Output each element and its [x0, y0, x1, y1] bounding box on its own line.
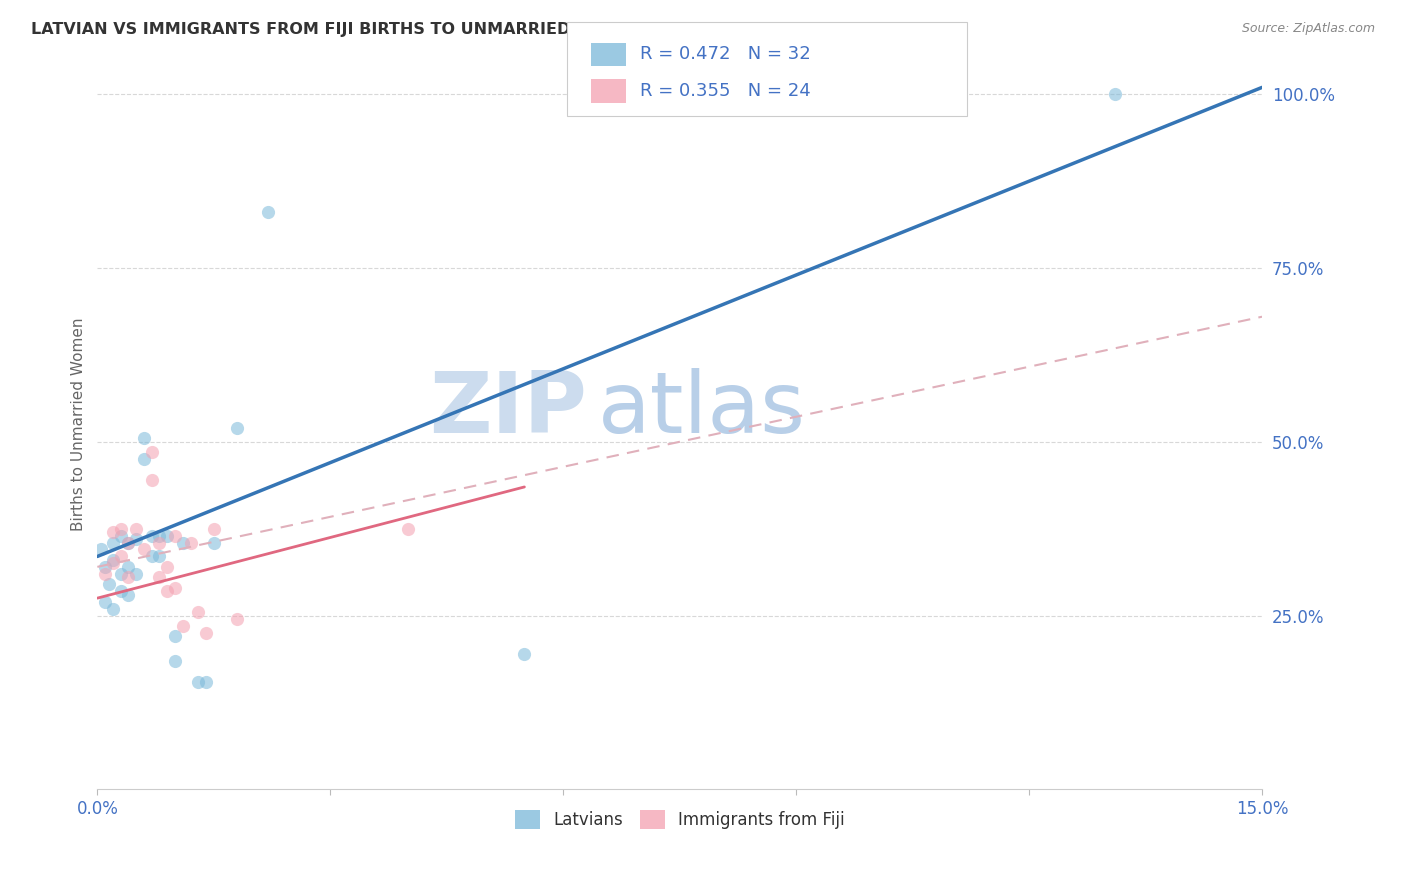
Point [195, 674, 218, 689]
Point [132, 542, 155, 557]
Point [163, 528, 186, 542]
Point [148, 549, 170, 564]
Point [163, 581, 186, 595]
Point [110, 549, 132, 564]
Point [125, 522, 148, 536]
Text: R = 0.472   N = 32: R = 0.472 N = 32 [640, 45, 810, 63]
Text: Source: ZipAtlas.com: Source: ZipAtlas.com [1241, 22, 1375, 36]
Point [257, 205, 280, 219]
Point [132, 452, 155, 467]
Point [156, 559, 179, 574]
Point [110, 584, 132, 599]
Point [101, 553, 124, 567]
Point [117, 535, 139, 549]
Point [172, 535, 194, 549]
Point [90, 542, 112, 557]
Point [156, 584, 179, 599]
Point [163, 629, 186, 643]
Point [180, 535, 202, 549]
Point [94, 559, 117, 574]
Point [101, 535, 124, 549]
Point [110, 528, 132, 542]
Point [141, 549, 163, 564]
Point [141, 473, 163, 487]
Text: ZIP: ZIP [429, 368, 586, 451]
Point [396, 522, 419, 536]
Point [513, 647, 536, 661]
Point [101, 525, 124, 540]
Text: LATVIAN VS IMMIGRANTS FROM FIJI BIRTHS TO UNMARRIED WOMEN CORRELATION CHART: LATVIAN VS IMMIGRANTS FROM FIJI BIRTHS T… [31, 22, 845, 37]
Point [1104, 87, 1126, 102]
Point [117, 588, 139, 602]
Point [148, 570, 170, 584]
Point [94, 594, 117, 608]
Point [98, 577, 121, 591]
Point [101, 601, 124, 615]
Point [163, 654, 186, 668]
Point [94, 566, 117, 581]
Point [156, 528, 179, 542]
Point [132, 431, 155, 445]
Point [117, 559, 139, 574]
Point [226, 612, 249, 626]
Legend: Latvians, Immigrants from Fiji: Latvians, Immigrants from Fiji [508, 803, 851, 836]
Point [148, 528, 170, 542]
Point [101, 557, 124, 571]
Point [141, 528, 163, 542]
Point [172, 619, 194, 633]
Point [148, 535, 170, 549]
Point [125, 532, 148, 546]
Point [110, 522, 132, 536]
Point [117, 535, 139, 549]
Point [226, 421, 249, 435]
Point [187, 674, 209, 689]
Point [141, 445, 163, 459]
Point [202, 522, 225, 536]
Point [202, 535, 225, 549]
Point [110, 566, 132, 581]
Text: R = 0.355   N = 24: R = 0.355 N = 24 [640, 82, 810, 100]
Text: atlas: atlas [598, 368, 806, 451]
Y-axis label: Births to Unmarried Women: Births to Unmarried Women [72, 318, 86, 531]
Point [125, 566, 148, 581]
Point [187, 605, 209, 619]
Point [195, 625, 218, 640]
Point [117, 570, 139, 584]
